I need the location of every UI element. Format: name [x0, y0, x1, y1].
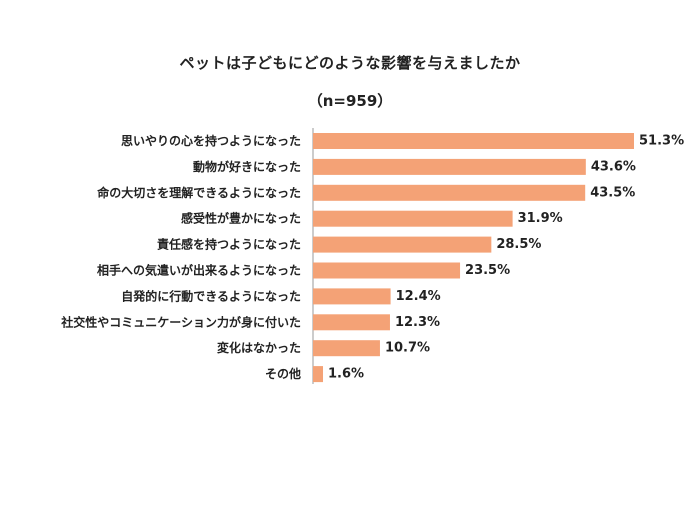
value-label: 51.3%: [639, 134, 684, 149]
bar: [313, 262, 461, 279]
bar: [313, 314, 390, 331]
value-label: 43.6%: [591, 159, 636, 174]
chart-subtitle: （n=959）: [307, 92, 393, 110]
value-label: 31.9%: [518, 211, 563, 226]
bars-group: 思いやりの心を持つようになった 51.3% 動物が好きになった 43.6% 命の大切さを…: [60, 133, 684, 383]
category-label: 相手への気遣いが出来るようになった: [97, 263, 301, 278]
value-label: 43.5%: [590, 185, 635, 200]
category-label: 責任感を持つようになった: [157, 237, 301, 252]
category-label: 感受性が豊かになった: [181, 211, 301, 226]
category-label: 動物が好きになった: [193, 159, 301, 174]
bar: [313, 158, 586, 175]
category-label: 思いやりの心を持つようになった: [121, 133, 301, 148]
category-label: 社交性やコミュニケーション力が身に付いた: [60, 314, 301, 329]
value-label: 12.3%: [395, 315, 440, 330]
bar: [313, 366, 324, 383]
category-label: 変化はなかった: [217, 340, 301, 355]
bar: [313, 133, 634, 149]
value-label: 12.4%: [396, 289, 441, 304]
chart-title: ペットは子どもにどのような影響を与えましたか: [179, 54, 521, 72]
category-label: 自発的に行動できるようになった: [121, 288, 301, 303]
category-label: 命の大切さを理解できるようになった: [96, 185, 301, 200]
value-label: 1.6%: [328, 367, 364, 382]
bar: [313, 210, 513, 227]
value-label: 28.5%: [496, 237, 541, 252]
value-label: 23.5%: [465, 263, 510, 278]
bar: [313, 340, 380, 357]
bar: [313, 236, 492, 253]
value-label: 10.7%: [385, 341, 430, 356]
bar: [313, 288, 391, 305]
bar: [313, 184, 586, 201]
category-label: その他: [265, 366, 301, 381]
